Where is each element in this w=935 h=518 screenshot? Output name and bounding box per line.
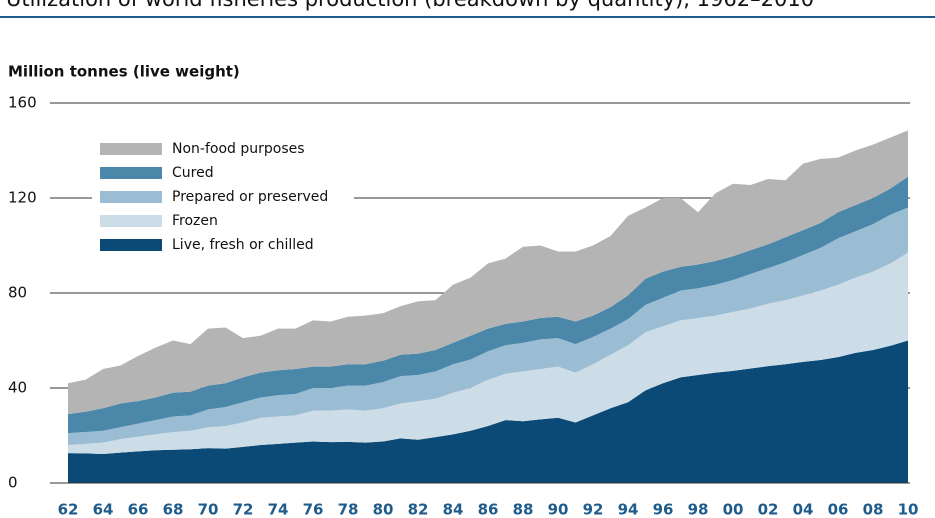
legend-label: Cured — [172, 165, 214, 181]
x-tick-label: 96 — [653, 501, 674, 518]
legend-swatch — [100, 239, 162, 251]
chart-title: Utilization of world fisheries productio… — [6, 0, 814, 11]
x-tick-label: 72 — [233, 501, 254, 518]
legend-swatch — [100, 143, 162, 155]
x-tick-label: 82 — [408, 501, 429, 518]
area — [68, 130, 908, 415]
y-tick-label: 160 — [8, 94, 37, 112]
x-tick-label: 92 — [583, 501, 604, 518]
x-tick-label: 88 — [513, 501, 534, 518]
x-tick-label: 80 — [373, 501, 394, 518]
x-tick-label: 68 — [163, 501, 184, 518]
x-tick-label: 00 — [723, 501, 744, 518]
legend-swatch — [100, 215, 162, 227]
x-tick-label: 04 — [793, 501, 814, 518]
legend-label: Frozen — [172, 213, 218, 229]
y-tick-label: 80 — [8, 284, 27, 302]
legend-label: Prepared or preserved — [172, 189, 328, 205]
x-tick-label: 10 — [898, 501, 919, 518]
area — [68, 176, 908, 434]
x-tick-label: 70 — [198, 501, 219, 518]
x-tick-label: 94 — [618, 501, 639, 518]
y-tick-label: 0 — [8, 474, 18, 492]
x-tick-label: 64 — [93, 501, 114, 518]
x-tick-label: 86 — [478, 501, 499, 518]
legend-label: Non-food purposes — [172, 141, 305, 157]
legend-swatch — [100, 167, 162, 179]
area — [68, 207, 908, 445]
x-tick-label: 02 — [758, 501, 779, 518]
y-tick-label: 40 — [8, 379, 27, 397]
x-tick-label: 76 — [303, 501, 324, 518]
y-axis-label: Million tonnes (live weight) — [8, 63, 240, 81]
x-tick-label: 08 — [863, 501, 884, 518]
x-tick-label: 74 — [268, 501, 289, 518]
legend-label: Live, fresh or chilled — [172, 237, 314, 253]
x-tick-label: 66 — [128, 501, 149, 518]
x-tick-label: 06 — [828, 501, 849, 518]
x-tick-label: 78 — [338, 501, 359, 518]
legend-swatch — [100, 191, 162, 203]
area — [68, 252, 908, 455]
y-tick-label: 120 — [8, 189, 37, 207]
x-tick-label: 90 — [548, 501, 569, 518]
area — [68, 340, 908, 483]
x-tick-label: 84 — [443, 501, 464, 518]
x-tick-label: 98 — [688, 501, 709, 518]
x-tick-label: 62 — [58, 501, 79, 518]
